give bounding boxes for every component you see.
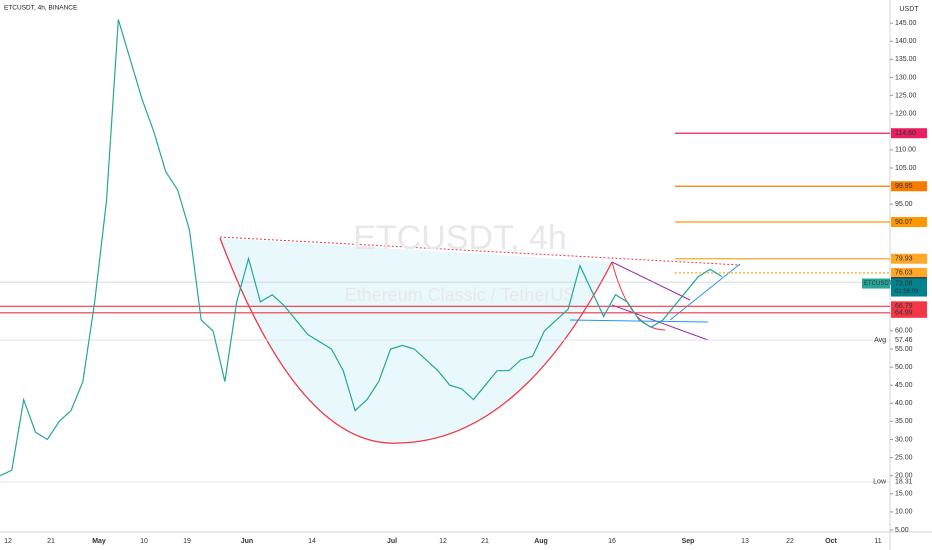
low-label: 18.31 <box>895 479 913 486</box>
support-line <box>569 319 709 323</box>
y-tick-label: 110.00 <box>895 147 916 154</box>
x-tick-label: Jun <box>241 538 253 545</box>
x-tick-label: 11 <box>874 538 881 545</box>
x-tick-label: 10 <box>140 538 148 545</box>
y-tick-label: 125.00 <box>895 92 917 99</box>
level-label: 90.07 <box>895 219 913 226</box>
x-tick-label: Oct <box>825 538 837 545</box>
level-tag <box>891 217 927 228</box>
y-tick-label: 140.00 <box>895 38 917 45</box>
level-tag <box>891 301 927 312</box>
watermark-subtitle: Ethereum Classic / TetherUS <box>345 285 576 305</box>
x-tick-label: 12 <box>4 538 12 545</box>
level-label: 79.93 <box>895 256 913 263</box>
y-tick-label: 45.00 <box>895 382 913 389</box>
level-label: 64.99 <box>895 310 913 317</box>
level-label: 99.95 <box>895 183 913 190</box>
level-tag <box>891 267 927 278</box>
avg-label: 57.46 <box>895 337 913 344</box>
y-tick-label: 20.00 <box>895 473 913 480</box>
y-tick-label: 105.00 <box>895 165 917 172</box>
x-tick-label: 22 <box>786 538 794 545</box>
level-tag <box>891 128 927 139</box>
rim-line <box>219 236 741 266</box>
y-tick-label: 130.00 <box>895 74 917 81</box>
last-price-tag <box>862 278 890 289</box>
level-tag <box>891 181 927 192</box>
y-tick-label: 35.00 <box>895 418 913 425</box>
x-tick-label: 21 <box>47 538 55 545</box>
y-tick-label: 60.00 <box>895 328 913 335</box>
x-tick-label: Aug <box>534 538 548 545</box>
y-tick-label: 15.00 <box>895 491 913 498</box>
y-tick-label: 135.00 <box>895 56 917 63</box>
chart-title: ETCUSDT, 4h, BINANCE <box>4 5 78 12</box>
x-tick-label: Sep <box>682 538 695 545</box>
last-price-box <box>891 278 927 297</box>
level-label: 66.79 <box>895 303 913 310</box>
avg-name: Avg <box>874 337 886 344</box>
level-tag <box>891 307 927 318</box>
cup-area <box>220 238 612 444</box>
wedge-line <box>611 304 709 341</box>
watermark: ETCUSDT, 4h <box>353 219 567 257</box>
cup-curve <box>219 237 613 444</box>
countdown: 01:56:09 <box>895 289 919 295</box>
level-label: 114.60 <box>895 130 916 137</box>
y-tick-label: 25.00 <box>895 454 913 461</box>
x-tick-label: 16 <box>608 538 616 545</box>
price-series <box>0 19 723 477</box>
currency: USDT <box>899 6 919 13</box>
x-tick-label: 21 <box>481 538 489 545</box>
wedge-line <box>611 261 691 301</box>
last-price-label: 73.08 <box>895 280 913 287</box>
y-tick-label: 10.00 <box>895 509 913 516</box>
y-tick-label: 120.00 <box>895 111 917 118</box>
y-tick-label: 145.00 <box>895 20 917 27</box>
x-tick-label: Jul <box>387 538 397 545</box>
y-tick-label: 30.00 <box>895 436 913 443</box>
y-tick-label: 5.00 <box>895 527 909 534</box>
low-name: Low <box>873 479 887 486</box>
x-tick-label: 12 <box>439 538 447 545</box>
y-tick-label: 40.00 <box>895 400 913 407</box>
series-name: ETCUSDT <box>864 281 893 287</box>
x-tick-label: 14 <box>308 538 316 545</box>
level-label: 76.03 <box>895 270 913 277</box>
y-tick-label: 95.00 <box>895 201 913 208</box>
y-tick-label: 50.00 <box>895 364 913 371</box>
y-tick-label: 55.00 <box>895 346 913 353</box>
x-tick-label: 13 <box>741 538 749 545</box>
x-tick-label: 19 <box>183 538 191 545</box>
level-tag <box>891 253 927 264</box>
x-tick-label: May <box>92 538 106 545</box>
